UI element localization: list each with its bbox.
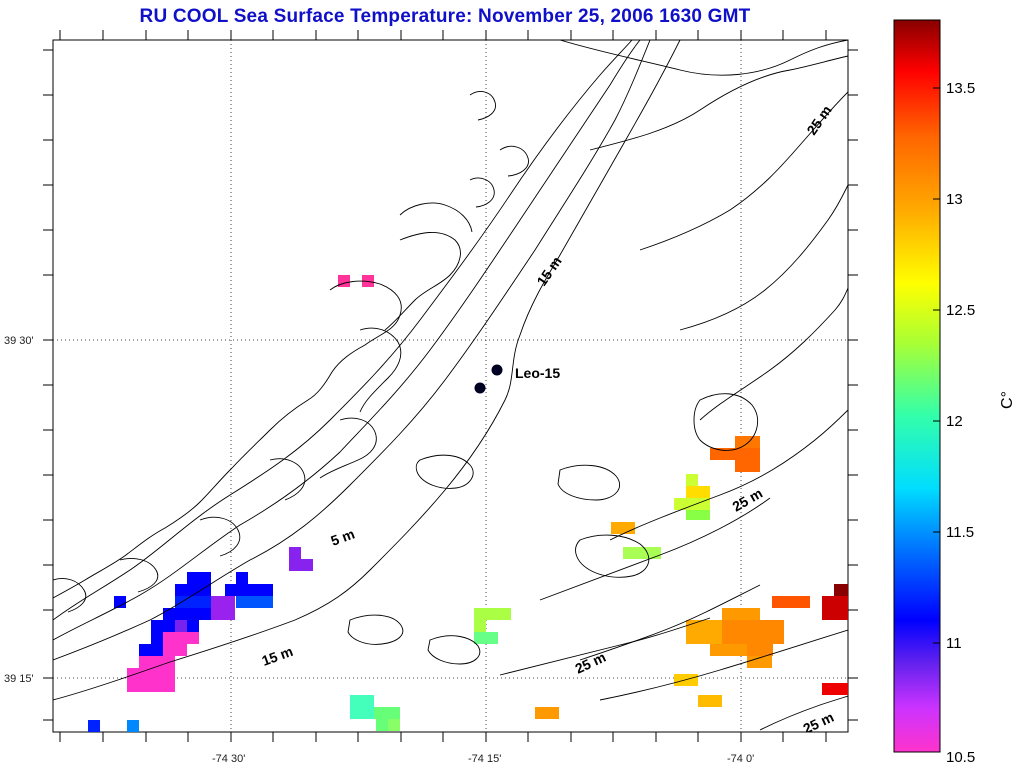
colorbar-tick-11-5: 11.5 (946, 524, 974, 541)
colorbar-unit-label: C° (999, 391, 1016, 409)
colorbar-ticks (933, 87, 940, 753)
axis-ticks (43, 30, 858, 742)
lon-label-74-30: -74 30' (212, 753, 245, 765)
lon-label-74-0: -74 0' (727, 753, 754, 765)
colorbar-tick-11: 11 (946, 635, 962, 652)
lat-label-39-15: 39 15' (4, 673, 34, 685)
sst-pixels (88, 275, 848, 732)
colorbar-tick-10-5: 10.5 (946, 749, 975, 766)
station-label-leo-15: Leo-15 (515, 365, 560, 381)
station-marker-north-icon (491, 364, 503, 376)
lat-label-39-30: 39 30' (4, 335, 34, 347)
depth-label-5m: 5 m (329, 526, 357, 549)
colorbar-tick-12-5: 12.5 (946, 302, 975, 319)
colorbar (893, 19, 941, 753)
lon-label-74-15: -74 15' (468, 753, 501, 765)
colorbar-tick-13-5: 13.5 (946, 80, 975, 97)
colorbar-tick-13: 13 (946, 191, 963, 208)
colorbar-tick-12: 12 (946, 413, 963, 430)
bathymetry-contours (53, 40, 848, 731)
map-title: RU COOL Sea Surface Temperature: Novembe… (139, 6, 751, 27)
station-marker-south-icon (474, 382, 486, 394)
